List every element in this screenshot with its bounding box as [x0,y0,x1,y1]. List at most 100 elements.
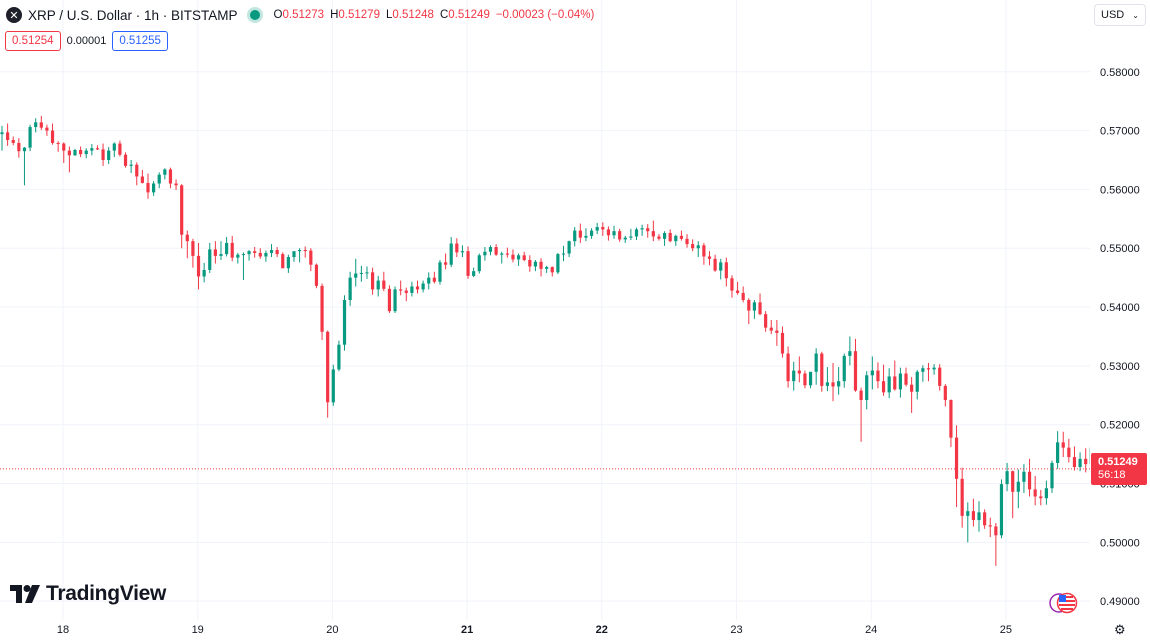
candle[interactable] [174,179,178,190]
candle[interactable] [764,311,768,332]
candle[interactable] [438,260,442,285]
candle[interactable] [163,168,167,180]
candle[interactable] [618,228,622,242]
candle[interactable] [387,285,392,313]
candle[interactable] [118,140,122,157]
candle[interactable] [668,229,672,243]
candle[interactable] [949,399,953,448]
candle[interactable] [303,246,307,258]
candle[interactable] [1027,458,1032,497]
candle[interactable] [62,142,66,163]
candle[interactable] [230,235,234,262]
candle[interactable] [208,242,212,273]
candle[interactable] [921,365,925,382]
close-x-circle-icon[interactable]: ✕ [6,7,22,23]
tradingview-logo[interactable]: TradingView [10,582,166,606]
candle[interactable] [146,173,150,199]
candle[interactable] [679,230,684,241]
market-status-icon[interactable] [249,10,260,20]
candle[interactable] [786,346,790,388]
candle[interactable] [34,118,38,133]
candle[interactable] [792,361,796,391]
candle[interactable] [1033,475,1037,506]
candle[interactable] [28,124,32,152]
candle[interactable] [421,280,425,293]
candle[interactable] [640,224,644,236]
candle[interactable] [741,286,745,303]
candle[interactable] [735,281,740,295]
candle[interactable] [938,364,942,391]
candle[interactable] [926,362,931,382]
candle[interactable] [1056,431,1060,469]
candle[interactable] [629,228,633,240]
candle[interactable] [247,250,251,261]
candle[interactable] [6,123,10,146]
candle[interactable] [466,246,470,279]
us-flag-icon[interactable] [1048,592,1078,614]
candle[interactable] [522,251,526,262]
candle[interactable] [713,254,717,272]
candle[interactable] [825,367,830,392]
candle[interactable] [455,238,459,258]
candle[interactable] [837,367,841,395]
candle[interactable] [848,336,852,366]
candle[interactable] [584,228,588,242]
candle[interactable] [887,368,891,399]
candle[interactable] [11,136,15,146]
candle[interactable] [1061,431,1065,458]
candle[interactable] [95,145,100,150]
candle[interactable] [67,146,71,173]
candle[interactable] [865,371,869,410]
candle[interactable] [370,267,375,295]
candle[interactable] [50,123,55,145]
candle[interactable] [180,184,184,249]
candle[interactable] [516,253,521,266]
candle[interactable] [685,234,689,248]
candle[interactable] [747,298,751,325]
candle[interactable] [225,237,229,257]
candle[interactable] [724,257,728,287]
candle[interactable] [269,244,274,258]
candle[interactable] [567,240,571,258]
candle[interactable] [702,242,706,265]
price-chart[interactable] [0,0,1090,620]
candle[interactable] [971,498,975,527]
candle[interactable] [393,286,397,313]
candle[interactable] [651,220,655,242]
candle[interactable] [348,271,352,306]
candle[interactable] [561,245,566,262]
candle[interactable] [994,522,998,566]
candle[interactable] [107,147,111,165]
candle[interactable] [488,245,493,256]
candle[interactable] [22,147,27,186]
candle[interactable] [876,362,880,389]
candle[interactable] [213,241,217,264]
candle[interactable] [241,252,246,280]
candle[interactable] [90,144,94,156]
candle[interactable] [820,351,824,392]
candle[interactable] [730,275,734,298]
candle[interactable] [870,356,874,390]
candle[interactable] [578,223,582,243]
candle[interactable] [258,248,262,259]
candle[interactable] [196,242,201,290]
candle[interactable] [359,265,363,282]
candle[interactable] [342,295,347,351]
candle[interactable] [275,247,279,258]
candle[interactable] [152,181,156,196]
candle[interactable] [505,247,509,258]
candle[interactable] [780,326,785,358]
candle[interactable] [1050,460,1054,493]
candle[interactable] [354,258,358,287]
candle[interactable] [292,251,296,262]
candle[interactable] [893,360,897,391]
candle[interactable] [415,280,420,294]
candle[interactable] [500,251,504,264]
candle[interactable] [696,241,700,258]
candle[interactable] [483,247,487,261]
candle[interactable] [365,266,369,279]
candle[interactable] [601,222,605,236]
buy-button[interactable]: 0.51255 [112,31,168,51]
candle[interactable] [511,249,515,263]
candle[interactable] [983,509,987,529]
